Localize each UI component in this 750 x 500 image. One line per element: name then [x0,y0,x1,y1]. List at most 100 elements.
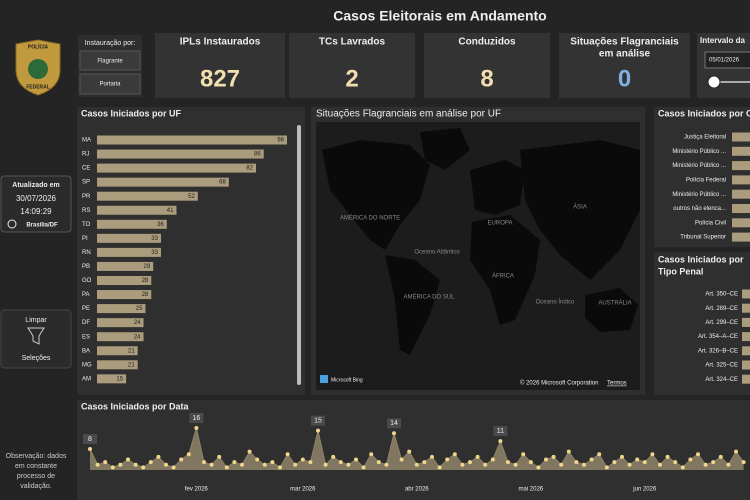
kpi-value: 0 [618,65,631,92]
bar [97,332,144,342]
marker [597,452,602,457]
marker [430,454,434,459]
data-label: 25 [136,306,143,312]
bar [97,135,287,145]
clear-label[interactable]: Limpar [25,317,47,324]
bar [732,161,750,171]
bar [742,360,750,370]
note: validação. [20,483,52,490]
data-label: 15 [116,376,123,382]
category-label: Art. 354–A–CE [698,334,738,340]
marker [688,457,693,462]
scrollbar[interactable] [297,125,301,385]
category-label: Ministério Público ... [672,192,726,198]
marker [376,460,381,465]
data-label: 36 [157,222,164,228]
data-label: 33 [151,250,158,256]
bar [732,232,750,242]
data-label: 86 [254,152,261,158]
marker [270,460,275,465]
category-label: DF [82,320,90,326]
updated-box [0,175,72,233]
slicer-option[interactable]: Flagrante [97,59,123,65]
marker [650,452,655,457]
bar [742,303,750,313]
marker [285,452,290,457]
category-label: PE [82,306,90,312]
map-copyright: © 2026 Microsoft Corporation [520,380,598,387]
date-value[interactable]: 05/01/2026 [709,58,740,64]
x-tick-label: fev 2026 [185,487,209,493]
kpi-label: IPLs Instaurados [180,37,261,48]
marker [483,462,488,467]
marker [164,462,168,467]
bar [97,247,161,257]
marker [171,465,176,470]
kpi-value: 2 [345,65,358,92]
clear-label[interactable]: Seleções [22,355,51,362]
kpi-label: TCs Lavrados [319,37,386,48]
data-label-box [83,434,97,444]
category-label: RJ [82,152,89,158]
marker [703,462,708,467]
category-label: Justiça Eleitoral [684,135,726,141]
data-label-box [311,415,325,426]
bar [97,177,229,187]
slicer-title: Instauração por: [85,40,136,47]
category-label: Art. 350–CE [705,292,738,298]
marker [452,452,457,457]
marker [346,462,351,467]
bar [732,189,750,199]
chart-title: Casos Iniciados por Data [81,401,190,411]
bar [97,346,138,356]
slicer-option[interactable]: Portaria [99,82,121,88]
data-label: 21 [128,348,135,354]
map-title: Situações Flagranciais em análise por UF [316,109,501,120]
bar [732,146,750,156]
clear-button[interactable] [0,309,72,369]
map-terms[interactable]: Termos [607,381,627,387]
marker [293,462,298,467]
data-label-box [493,426,508,437]
map-label: ÁFRICA [492,273,514,280]
marker [513,462,518,467]
date-input[interactable] [704,51,750,69]
bar [732,218,750,228]
data-label: 52 [188,194,195,200]
bar [97,304,146,314]
kpi-card [155,33,285,98]
marker [316,428,320,433]
marker [460,462,465,467]
marker [718,454,723,459]
marker [642,460,647,465]
marker [475,454,480,459]
data-label: 24 [134,334,141,340]
marker [209,462,214,467]
bar [97,290,152,300]
marker [278,465,282,470]
category-label: PR [82,194,91,200]
kpi-card [289,33,415,98]
marker [551,454,556,459]
bar [742,346,750,356]
slicer-button[interactable] [79,73,141,95]
chart-title: Casos Iniciados por [658,254,744,264]
date-slider-handle[interactable] [707,75,721,89]
slicer-button[interactable] [79,50,141,71]
marker [95,462,100,467]
data-label: 98 [277,138,284,144]
marker [498,439,503,444]
category-label: Art. 299–CE [705,320,738,326]
marker [262,462,267,467]
map-attribution: Microsoft Bing [331,377,363,383]
data-label-box [387,418,401,429]
marker [110,465,115,470]
category-label: Art. 324–CE [705,377,738,383]
updated-time: 14:09:29 [20,207,52,216]
category-label: GO [82,278,92,284]
marker [118,462,123,467]
marker [604,465,609,470]
data-label: 28 [142,278,149,284]
marker [726,462,731,467]
category-label: PA [82,292,90,298]
